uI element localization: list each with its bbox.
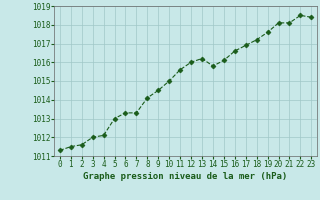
X-axis label: Graphe pression niveau de la mer (hPa): Graphe pression niveau de la mer (hPa) xyxy=(84,172,288,181)
